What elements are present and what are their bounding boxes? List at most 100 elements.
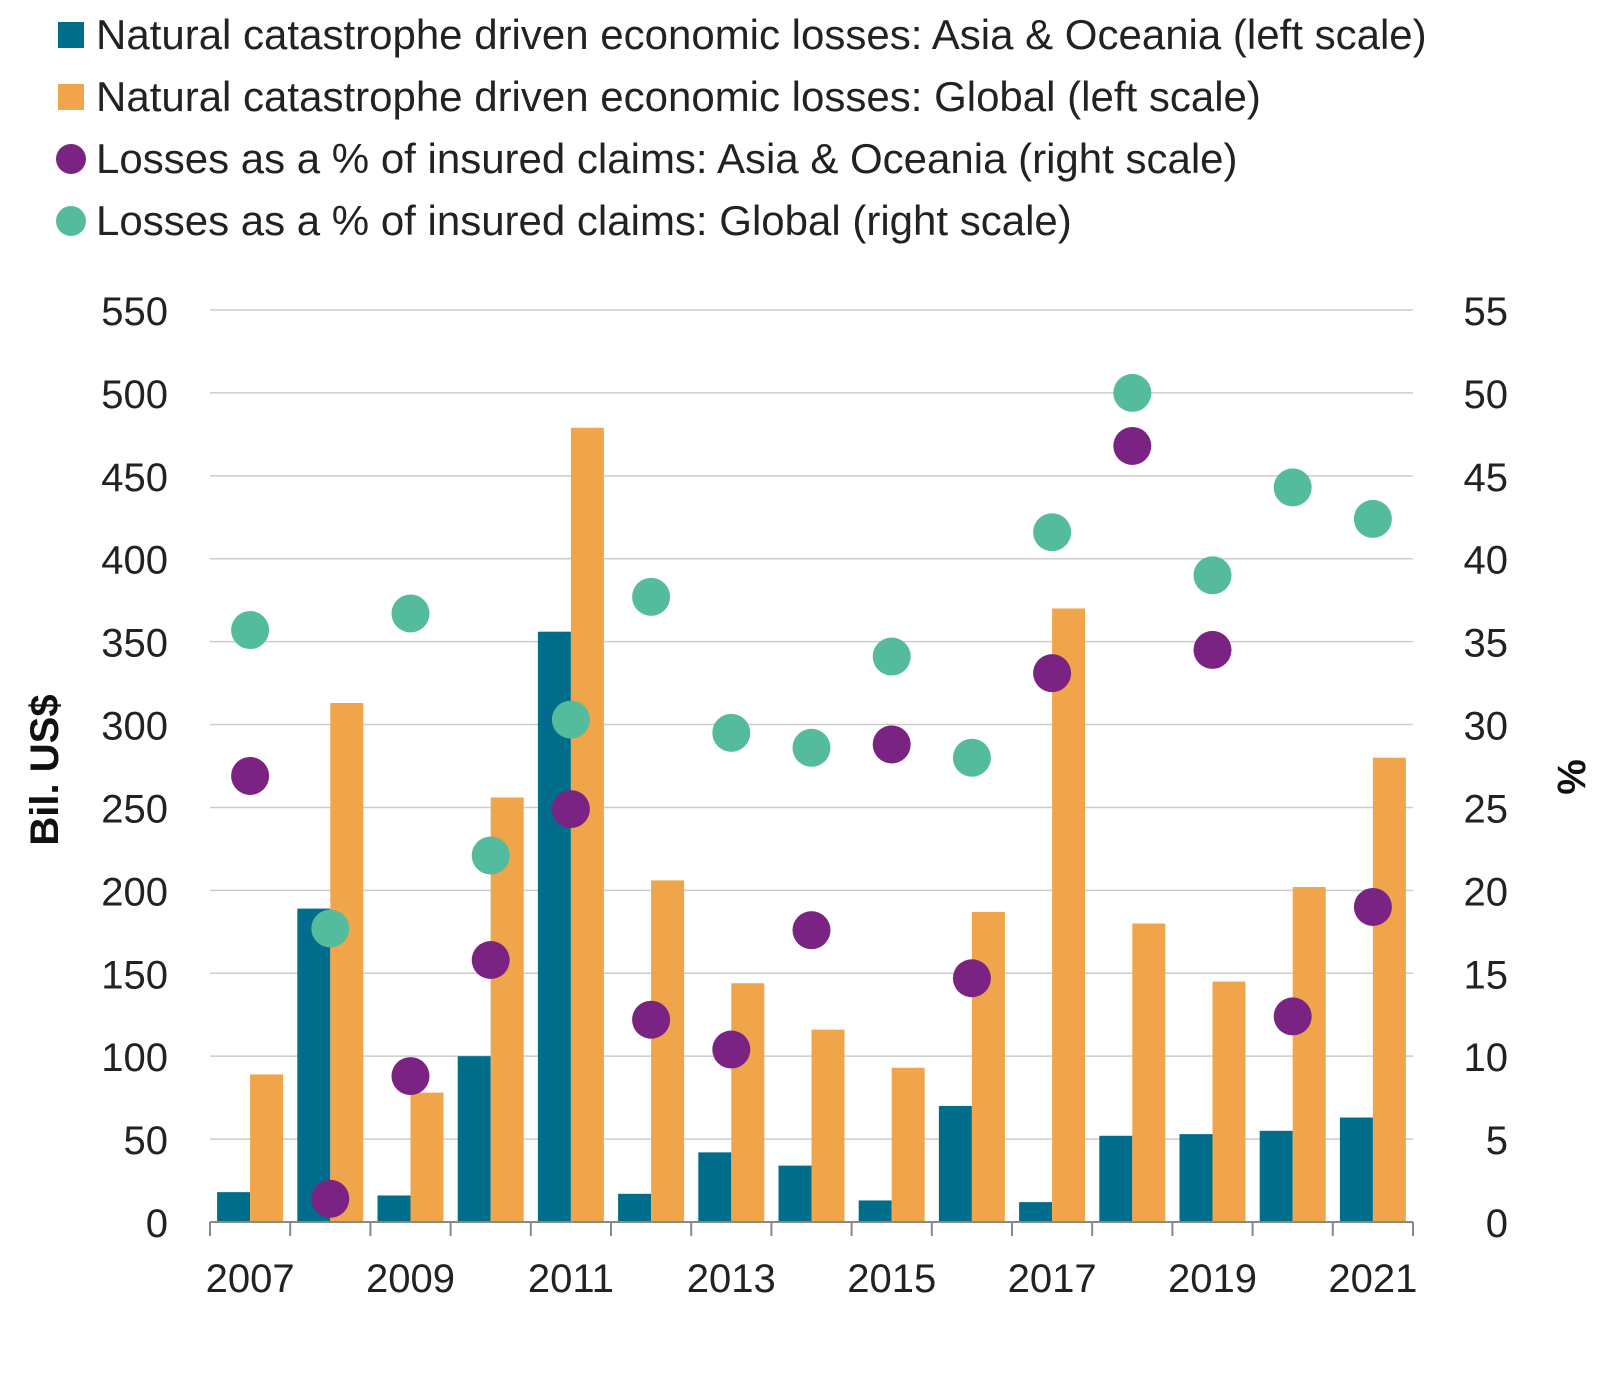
y-right-tick-label: 55 bbox=[1464, 290, 1509, 334]
point-global-pct bbox=[311, 909, 350, 948]
point-asia-pct bbox=[471, 941, 510, 980]
y-left-tick-label: 0 bbox=[146, 1202, 168, 1246]
y-left-tick-label: 50 bbox=[124, 1119, 169, 1163]
bar-asia-losses bbox=[618, 1193, 652, 1222]
x-tick-label: 2009 bbox=[366, 1257, 455, 1301]
point-global-pct bbox=[1353, 499, 1392, 538]
bar-asia-losses bbox=[938, 1105, 972, 1222]
y-left-tick-label: 300 bbox=[101, 705, 168, 749]
y-right-tick-label: 25 bbox=[1464, 787, 1509, 831]
y-axis-right-label: % bbox=[1549, 759, 1593, 795]
legend-item-asia-losses: Natural catastrophe driven economic loss… bbox=[58, 4, 1427, 66]
point-global-pct bbox=[471, 836, 510, 875]
x-tick-label: 2011 bbox=[528, 1257, 614, 1301]
y-right-tick-label: 40 bbox=[1464, 539, 1509, 583]
point-asia-pct bbox=[1273, 997, 1312, 1036]
point-global-pct bbox=[872, 637, 911, 676]
bar-global-losses bbox=[1372, 757, 1406, 1222]
legend-swatch-asia-losses bbox=[58, 22, 84, 48]
y-right-tick-label: 35 bbox=[1464, 622, 1509, 666]
bar-global-losses bbox=[250, 1074, 284, 1222]
bar-global-losses bbox=[410, 1092, 444, 1222]
point-global-pct bbox=[1193, 556, 1232, 595]
y-right-tick-label: 0 bbox=[1486, 1202, 1508, 1246]
bar-global-losses bbox=[731, 983, 765, 1222]
y-left-tick-label: 150 bbox=[101, 953, 168, 997]
point-asia-pct bbox=[712, 1030, 751, 1069]
bar-asia-losses bbox=[698, 1152, 732, 1222]
y-left-tick-label: 450 bbox=[101, 456, 168, 500]
point-asia-pct bbox=[1193, 630, 1232, 669]
point-asia-pct bbox=[311, 1179, 350, 1218]
y-right-tick-label: 10 bbox=[1464, 1036, 1509, 1080]
point-asia-pct bbox=[792, 911, 831, 950]
point-global-pct bbox=[952, 738, 991, 777]
x-tick-label: 2021 bbox=[1328, 1257, 1417, 1301]
y-left-tick-label: 500 bbox=[101, 373, 168, 417]
y-right-tick-label: 45 bbox=[1464, 456, 1509, 500]
bar-global-losses bbox=[330, 702, 364, 1222]
tick-labels: 0 50 100 150 200 250 300 350 400 450 500 550 0 5 10 15 2… bbox=[101, 290, 1508, 1301]
point-global-pct bbox=[1273, 468, 1312, 507]
point-global-pct bbox=[231, 611, 270, 650]
point-global-pct bbox=[1113, 373, 1152, 412]
bar-asia-losses bbox=[778, 1165, 812, 1222]
bar-asia-losses bbox=[1339, 1117, 1373, 1222]
bar-asia-losses bbox=[297, 908, 331, 1222]
bars bbox=[217, 427, 1406, 1222]
point-asia-pct bbox=[952, 959, 991, 998]
legend-label-asia-pct: Losses as a % of insured claims: Asia & … bbox=[96, 135, 1238, 182]
point-global-pct bbox=[391, 594, 430, 633]
legend-swatch-global-pct bbox=[56, 206, 86, 236]
y-right-tick-label: 50 bbox=[1464, 373, 1509, 417]
legend-label-asia-losses: Natural catastrophe driven economic loss… bbox=[96, 11, 1427, 58]
bar-global-losses bbox=[1212, 981, 1246, 1222]
bar-global-losses bbox=[811, 1029, 845, 1222]
points bbox=[231, 373, 1392, 1218]
legend-item-asia-pct: Losses as a % of insured claims: Asia & … bbox=[56, 128, 1427, 190]
legend-swatch-asia-pct bbox=[56, 144, 86, 174]
bar-global-losses bbox=[971, 911, 1005, 1222]
point-asia-pct bbox=[231, 756, 270, 795]
bar-asia-losses bbox=[1019, 1202, 1053, 1222]
point-asia-pct bbox=[632, 1000, 671, 1039]
x-tick-label: 2013 bbox=[687, 1257, 776, 1301]
point-asia-pct bbox=[1033, 654, 1072, 693]
x-tick-label: 2019 bbox=[1168, 1257, 1257, 1301]
legend-label-global-losses: Natural catastrophe driven economic loss… bbox=[96, 73, 1261, 120]
y-left-tick-label: 350 bbox=[101, 622, 168, 666]
legend: Natural catastrophe driven economic loss… bbox=[56, 4, 1427, 252]
point-asia-pct bbox=[391, 1057, 430, 1096]
bar-global-losses bbox=[1052, 608, 1086, 1222]
bar-global-losses bbox=[651, 880, 685, 1222]
legend-swatch-global-losses bbox=[58, 84, 84, 110]
y-right-tick-label: 5 bbox=[1486, 1119, 1508, 1163]
y-axis-left-label: Bil. US$ bbox=[23, 694, 67, 845]
axes bbox=[209, 1221, 1414, 1236]
x-tick-label: 2007 bbox=[206, 1257, 295, 1301]
bar-asia-losses bbox=[858, 1200, 892, 1222]
y-right-tick-label: 15 bbox=[1464, 953, 1509, 997]
y-left-tick-label: 100 bbox=[101, 1036, 168, 1080]
bar-global-losses bbox=[891, 1067, 925, 1222]
point-asia-pct bbox=[1113, 426, 1152, 465]
y-right-tick-label: 30 bbox=[1464, 705, 1509, 749]
point-global-pct bbox=[1033, 513, 1072, 552]
y-left-tick-label: 550 bbox=[101, 290, 168, 334]
legend-label-global-pct: Losses as a % of insured claims: Global … bbox=[96, 197, 1072, 244]
legend-item-global-losses: Natural catastrophe driven economic loss… bbox=[58, 66, 1427, 128]
legend-item-global-pct: Losses as a % of insured claims: Global … bbox=[56, 190, 1427, 252]
bar-asia-losses bbox=[1099, 1135, 1133, 1222]
bar-asia-losses bbox=[217, 1192, 251, 1222]
point-global-pct bbox=[551, 700, 590, 739]
y-left-tick-label: 250 bbox=[101, 787, 168, 831]
point-global-pct bbox=[632, 577, 671, 616]
y-left-tick-label: 200 bbox=[101, 870, 168, 914]
bar-asia-losses bbox=[457, 1056, 491, 1222]
bar-global-losses bbox=[1292, 887, 1326, 1222]
point-asia-pct bbox=[1353, 887, 1392, 926]
point-global-pct bbox=[792, 728, 831, 767]
point-global-pct bbox=[712, 713, 751, 752]
